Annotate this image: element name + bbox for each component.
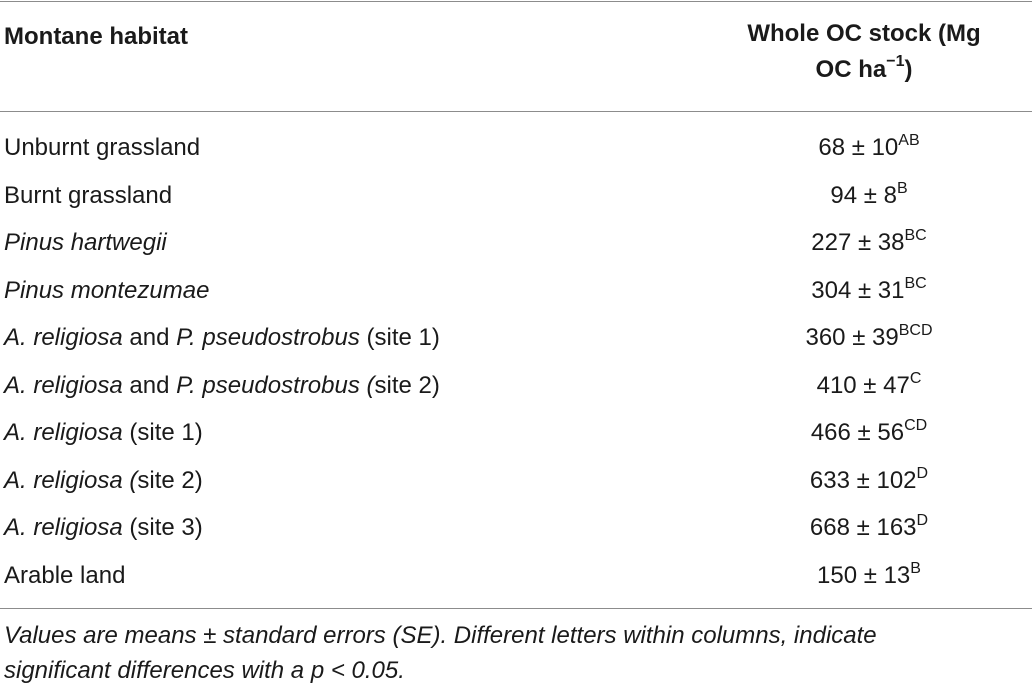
header-oc-stock-sup: −1 (886, 53, 905, 70)
table-row: Unburnt grassland 68 ± 10AB (0, 124, 1032, 172)
oc-stock-value: 410 ± 47 (816, 371, 910, 399)
habitat-text: Pinus montezumae (4, 276, 210, 304)
habitat-text: A. religiosa (4, 324, 123, 351)
table-row: A. religiosa and P. pseudostrobus (site … (0, 314, 1032, 362)
oc-stock-value: 668 ± 163 (809, 514, 917, 541)
habitat-cell: A. religiosa (site 3) (4, 504, 203, 551)
significance-letters: D (916, 464, 929, 482)
oc-stock-cell: 227 ± 38BC (700, 219, 1028, 266)
oc-stock-value: 466 ± 56 (810, 419, 905, 446)
habitat-text: Pinus hartwegii (4, 229, 167, 256)
habitat-text: (site 1) (359, 324, 440, 351)
habitat-cell: Burnt grassland (4, 172, 172, 219)
oc-stock-cell: 668 ± 163D (700, 504, 1028, 551)
habitat-text: A. religiosa ( (4, 466, 138, 494)
footnote-line1: Values are means ± standard errors (SE).… (4, 622, 877, 649)
table-row: A. religiosa (site 3) 668 ± 163D (0, 504, 1032, 552)
habitat-text: Burnt grassland (4, 181, 173, 209)
habitat-cell: A. religiosa (site 1) (4, 409, 203, 456)
oc-stock-value: 304 ± 31 (811, 276, 905, 304)
habitat-cell: A. religiosa and P. pseudostrobus (site … (4, 362, 440, 409)
table-row: Arable land 150 ± 13B (0, 552, 1032, 600)
habitat-text: A. religiosa (4, 419, 123, 446)
habitat-text: (site 3) (122, 514, 203, 541)
oc-stock-cell: 466 ± 56CD (700, 409, 1028, 456)
significance-letters: B (910, 559, 921, 577)
habitat-cell: Pinus montezumae (4, 267, 209, 314)
significance-letters: D (916, 512, 929, 529)
habitat-cell: Pinus hartwegii (4, 219, 167, 266)
habitat-text: and (122, 371, 177, 399)
table-row: A. religiosa (site 2) 633 ± 102D (0, 457, 1032, 505)
habitat-text: A. religiosa (4, 514, 123, 541)
header-rule (0, 111, 1032, 112)
habitat-text: P. pseudostrobus ( (176, 371, 375, 399)
header-oc-stock-end: ) (904, 56, 913, 83)
oc-stock-cell: 360 ± 39BCD (700, 314, 1028, 361)
habitat-cell: A. religiosa (site 2) (4, 457, 203, 504)
header-habitat: Montane habitat (4, 23, 188, 50)
significance-letters: C (909, 369, 922, 387)
table-row: Pinus hartwegii 227 ± 38BC (0, 219, 1032, 267)
habitat-text: (site 1) (122, 419, 203, 446)
oc-stock-cell: 304 ± 31BC (700, 267, 1028, 314)
oc-stock-value: 150 ± 13 (817, 561, 911, 589)
oc-stock-cell: 94 ± 8B (700, 172, 1028, 219)
table-bottom-rule (0, 608, 1032, 609)
oc-stock-cell: 410 ± 47C (700, 362, 1028, 409)
oc-stock-value: 360 ± 39 (805, 324, 899, 351)
header-oc-stock-line1: Whole OC stock (Mg (747, 20, 981, 47)
oc-stock-cell: 633 ± 102D (700, 457, 1028, 504)
significance-letters: B (896, 179, 908, 197)
oc-stock-value: 68 ± 10 (818, 134, 899, 161)
habitat-cell: Unburnt grassland (4, 124, 200, 171)
habitat-cell: Arable land (4, 552, 125, 599)
oc-stock-cell: 150 ± 13B (700, 552, 1028, 599)
habitat-cell: A. religiosa and P. pseudostrobus (site … (4, 314, 440, 361)
oc-stock-value: 227 ± 38 (811, 229, 905, 256)
oc-stock-value: 633 ± 102 (809, 466, 917, 494)
table-footnote: Values are means ± standard errors (SE).… (4, 618, 1030, 688)
header-oc-stock: Whole OC stock (Mg OC ha−1) (700, 16, 1028, 88)
significance-letters: CD (904, 417, 928, 434)
habitat-text: site 2) (374, 371, 440, 399)
significance-letters: AB (898, 132, 920, 149)
habitat-text: and (122, 324, 177, 351)
significance-letters: BC (904, 227, 927, 244)
table-row: A. religiosa and P. pseudostrobus (site … (0, 362, 1032, 410)
habitat-text: A. religiosa (4, 371, 123, 399)
footnote-line2: significant differences with a p < 0.05. (4, 657, 405, 684)
oc-stock-value: 94 ± 8 (830, 181, 897, 209)
table-row: Burnt grassland 94 ± 8B (0, 172, 1032, 220)
habitat-text: Unburnt grassland (4, 134, 201, 161)
header-oc-stock-line2: OC ha (815, 56, 887, 83)
habitat-text: site 2) (137, 466, 203, 494)
oc-stock-cell: 68 ± 10AB (700, 124, 1028, 171)
table-row: Pinus montezumae 304 ± 31BC (0, 267, 1032, 315)
significance-letters: BCD (898, 322, 933, 339)
habitat-text: Arable land (4, 561, 126, 589)
table-row: A. religiosa (site 1) 466 ± 56CD (0, 409, 1032, 457)
significance-letters: BC (904, 274, 927, 292)
table-top-rule (0, 1, 1032, 2)
habitat-text: P. pseudostrobus (176, 324, 360, 351)
